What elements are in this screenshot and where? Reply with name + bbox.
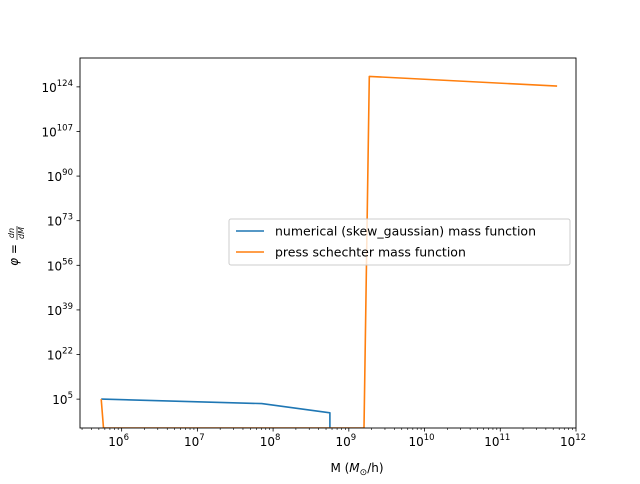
y-tick-label: 1056 bbox=[47, 257, 73, 273]
series-line-0 bbox=[101, 398, 331, 428]
y-tick-label: 10124 bbox=[41, 79, 73, 95]
svg-text:dM: dM bbox=[17, 227, 26, 239]
legend-box bbox=[228, 218, 571, 266]
y-tick-label: 105 bbox=[52, 391, 73, 407]
plot-frame bbox=[79, 57, 577, 429]
legend-label-numerical: numerical (skew_gaussian) mass function bbox=[275, 224, 536, 239]
legend: numerical (skew_gaussian) mass function … bbox=[228, 218, 571, 266]
y-tick-label: 1022 bbox=[47, 347, 73, 363]
x-tick-label: 1011 bbox=[484, 433, 510, 449]
legend-label-press-schechter: press schechter mass function bbox=[275, 245, 466, 260]
x-tick-label: 106 bbox=[108, 433, 129, 449]
x-axis-label: M (M⊙/h) bbox=[330, 461, 383, 478]
x-tick-label: 1012 bbox=[560, 433, 586, 449]
y-tick-label: 1090 bbox=[47, 168, 73, 184]
y-axis-label: φ = dn dM bbox=[7, 226, 26, 266]
x-tick-label: 109 bbox=[335, 433, 356, 449]
y-tick-label: 10107 bbox=[41, 123, 73, 139]
x-tick-label: 108 bbox=[260, 433, 281, 449]
svg-text:φ =: φ = bbox=[7, 244, 21, 266]
series-line-1 bbox=[100, 75, 558, 428]
y-tick-label: 1073 bbox=[47, 213, 73, 229]
x-tick-label: 107 bbox=[184, 433, 205, 449]
y-tick-label: 1039 bbox=[47, 302, 73, 318]
svg-text:dn: dn bbox=[7, 228, 16, 238]
x-tick-label: 1010 bbox=[408, 433, 434, 449]
